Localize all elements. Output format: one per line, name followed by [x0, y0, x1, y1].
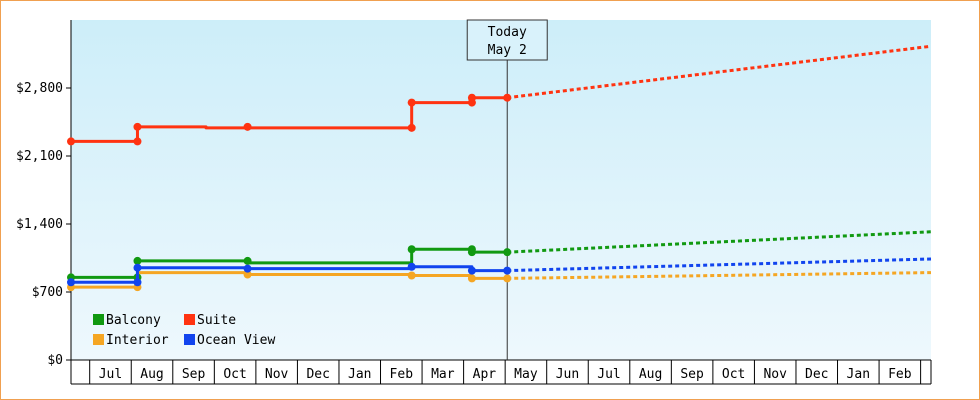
projection-line-interior — [507, 271, 932, 280]
x-tick-label: May — [514, 367, 538, 382]
legend-swatch-balcony — [93, 314, 104, 325]
data-point-ocean-view — [407, 262, 416, 271]
x-tick-label: Jun — [556, 367, 579, 382]
today-box — [466, 19, 548, 61]
x-axis: Jul Aug Sep Oct Nov Dec Jan Feb Mar Apr May Jun Jul A… — [71, 359, 932, 385]
x-tick-label: Mar — [431, 367, 455, 382]
x-tick-label: Nov — [763, 367, 787, 382]
x-tick-label: Jan — [348, 367, 371, 382]
legend-label-balcony: Balcony — [106, 313, 161, 328]
projection-line-balcony — [507, 230, 932, 254]
data-point-interior — [407, 271, 416, 280]
data-point-suite — [133, 137, 142, 146]
y-axis: $0 $700 $1,400 $2,100 $2,800 — [16, 20, 72, 384]
data-point-ocean-view — [133, 263, 142, 272]
legend-swatch-suite — [184, 314, 195, 325]
data-point-suite — [243, 122, 252, 131]
x-tick-label: Dec — [306, 367, 329, 382]
x-tick-label: Nov — [265, 367, 289, 382]
data-point-interior — [503, 274, 512, 283]
x-tick-label: Sep — [182, 367, 206, 382]
data-point-ocean-view — [243, 264, 252, 273]
today-label: Today — [488, 25, 527, 40]
y-tick-label: $1,400 — [16, 217, 63, 232]
x-tick-label: Oct — [223, 367, 246, 382]
data-point-balcony — [503, 248, 512, 257]
projection-line-ocean-view — [507, 257, 932, 273]
data-point-interior — [467, 274, 476, 283]
plot-background — [71, 20, 931, 360]
data-point-suite — [133, 122, 142, 131]
legend-label-ocean-view: Ocean View — [197, 333, 275, 348]
projection-line-suite — [507, 44, 932, 100]
y-tick-label: $2,100 — [16, 149, 63, 164]
data-point-ocean-view — [133, 278, 142, 287]
y-tick-label: $0 — [47, 353, 63, 368]
x-tick-label: Oct — [722, 367, 745, 382]
data-point-suite — [67, 137, 75, 146]
data-point-suite — [407, 123, 416, 132]
data-point-balcony — [133, 256, 142, 265]
x-tick-label: Jul — [99, 367, 122, 382]
data-point-ocean-view — [67, 278, 75, 287]
today-marker: Today May 2 — [466, 19, 548, 360]
data-point-interior — [243, 270, 252, 279]
data-point-suite — [407, 98, 416, 107]
series-lines — [67, 44, 932, 292]
data-point-suite — [503, 93, 512, 102]
legend-swatch-ocean-view — [184, 334, 195, 345]
data-point-ocean-view — [467, 266, 476, 275]
x-tick-label: Dec — [805, 367, 828, 382]
data-point-balcony — [467, 248, 476, 257]
data-point-ocean-view — [503, 266, 512, 275]
legend: Balcony Suite Interior Ocean View — [93, 313, 275, 348]
data-point-balcony — [243, 256, 252, 265]
x-tick-label: Jan — [847, 367, 870, 382]
x-tick-label: Jul — [597, 367, 620, 382]
x-tick-label: Aug — [639, 367, 662, 382]
data-point-balcony — [407, 245, 416, 254]
x-tick-label: Feb — [390, 367, 414, 382]
x-tick-label: Apr — [473, 367, 497, 382]
legend-label-suite: Suite — [197, 313, 236, 328]
x-tick-label: Sep — [680, 367, 704, 382]
x-tick-label: Feb — [888, 367, 912, 382]
y-tick-label: $700 — [32, 285, 63, 300]
legend-label-interior: Interior — [106, 333, 169, 348]
legend-swatch-interior — [93, 334, 104, 345]
data-point-suite — [467, 93, 476, 102]
today-date: May 2 — [488, 43, 527, 58]
x-tick-label: Aug — [140, 367, 163, 382]
y-tick-label: $2,800 — [16, 81, 63, 96]
